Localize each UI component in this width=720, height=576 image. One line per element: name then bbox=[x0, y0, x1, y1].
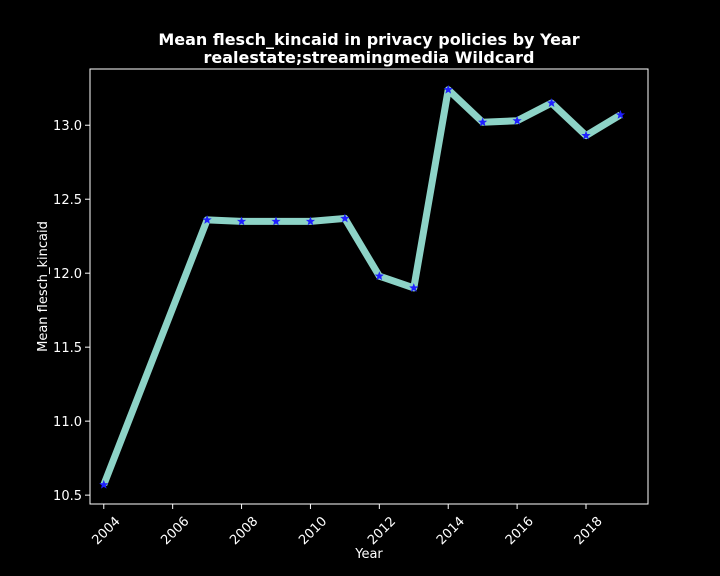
plot-frame bbox=[89, 68, 649, 505]
data-point-marker bbox=[305, 216, 316, 226]
x-axis-label: Year bbox=[354, 547, 383, 562]
data-point-marker bbox=[581, 130, 591, 140]
data-point-marker bbox=[546, 98, 557, 107]
y-tick-label: 11.0 bbox=[53, 415, 82, 430]
series-layer bbox=[99, 84, 626, 489]
y-tick-label: 10.5 bbox=[53, 489, 82, 504]
data-point-marker bbox=[478, 117, 488, 127]
series-line bbox=[100, 86, 623, 487]
data-point-marker bbox=[374, 271, 384, 281]
data-point-marker bbox=[443, 84, 453, 94]
y-tick-label: 12.0 bbox=[53, 267, 82, 282]
data-point-marker bbox=[236, 216, 247, 226]
data-point-marker bbox=[202, 215, 212, 224]
y-axis-label: Mean flesch_kincaid bbox=[36, 221, 51, 352]
y-tick-label: 12.5 bbox=[53, 193, 82, 208]
y-tick-label: 13.0 bbox=[53, 119, 82, 134]
data-point-marker bbox=[615, 110, 626, 119]
data-point-marker bbox=[99, 479, 109, 489]
data-point-marker bbox=[271, 216, 281, 226]
chart-subtitle: realestate;streamingmedia Wildcard bbox=[204, 48, 535, 67]
y-tick-label: 11.5 bbox=[53, 341, 82, 356]
y-axis-ticks: 10.5 11.0 11.5 12.0 12.5 13.0 bbox=[53, 119, 90, 504]
data-point-marker bbox=[512, 115, 522, 125]
chart-title: Mean flesch_kincaid in privacy policies … bbox=[158, 30, 579, 49]
data-point-marker bbox=[340, 213, 350, 223]
data-point-marker bbox=[409, 283, 419, 292]
